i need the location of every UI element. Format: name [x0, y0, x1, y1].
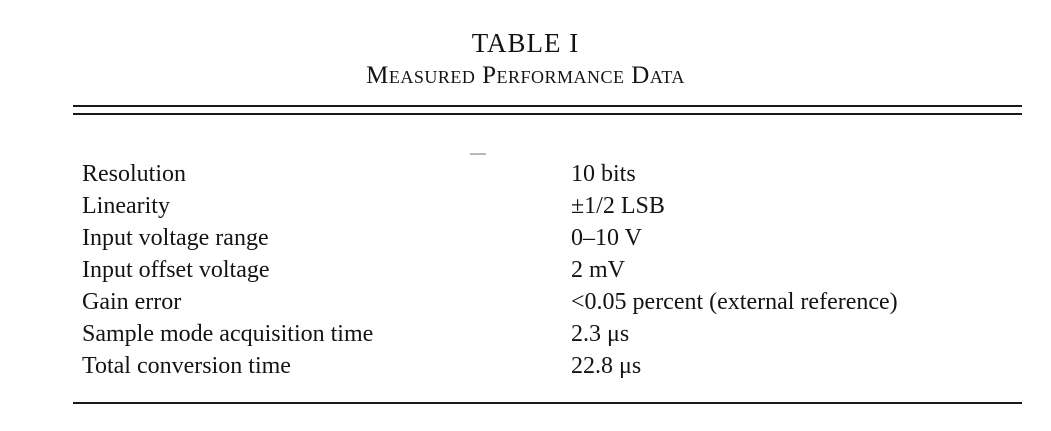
parameter-cell: Resolution	[82, 161, 187, 187]
value-cell: <0.05 percent (external reference)	[571, 289, 898, 315]
bottom-rule	[73, 402, 1022, 404]
scan-artifact-mark	[470, 153, 486, 155]
value-cell: 10 bits	[571, 161, 636, 187]
parameter-cell: Gain error	[82, 289, 182, 315]
parameter-cell: Total conversion time	[82, 353, 291, 379]
value-cell: 2 mV	[571, 257, 625, 283]
parameter-cell: Input voltage range	[82, 225, 269, 251]
table-caption: Measured Performance Data	[366, 62, 685, 89]
value-cell: 22.8 μs	[571, 353, 642, 379]
parameter-cell: Linearity	[82, 193, 170, 219]
value-cell: 0–10 V	[571, 225, 642, 251]
top-rule-lower	[73, 113, 1022, 115]
top-rule-upper	[73, 105, 1022, 107]
parameter-cell: Input offset voltage	[82, 257, 270, 283]
parameter-cell: Sample mode acquisition time	[82, 321, 374, 347]
value-cell: ±1/2 LSB	[571, 193, 665, 219]
value-cell: 2.3 μs	[571, 321, 630, 347]
table-number: TABLE I	[471, 28, 580, 58]
